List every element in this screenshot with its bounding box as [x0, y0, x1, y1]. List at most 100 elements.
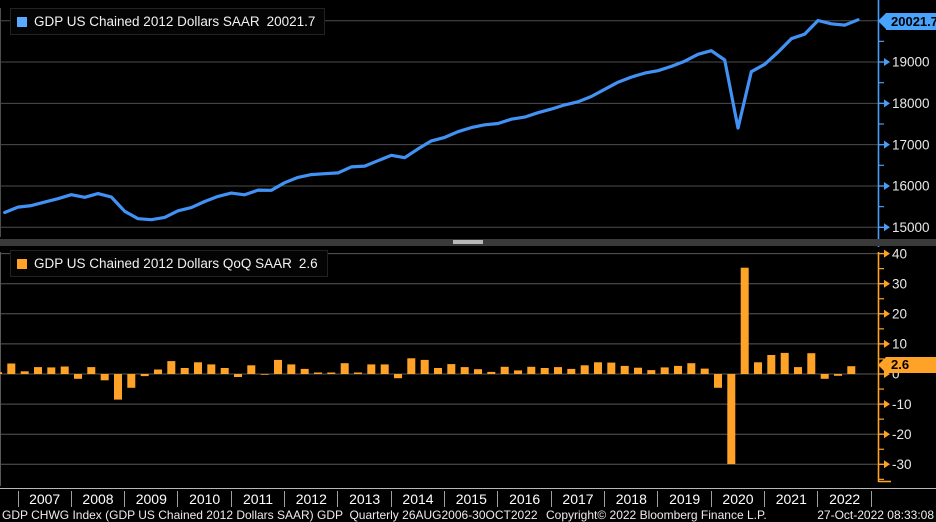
x-axis-year-label: 2016: [509, 491, 541, 507]
last-value-gdp: 20021.7: [891, 14, 936, 29]
qoq-bar: [420, 359, 429, 374]
qoq-bar: [114, 374, 122, 400]
qoq-bar: [407, 358, 416, 374]
y-axis-tick-label: 15000: [892, 220, 930, 235]
x-axis-year-label: 2014: [402, 491, 434, 507]
axis-tick-arrow-icon: [884, 430, 890, 439]
x-axis-year-separator: [284, 491, 286, 507]
qoq-bar: [220, 368, 229, 374]
y-axis-tick-label: 19000: [892, 55, 930, 70]
axis-tick-arrow-icon: [884, 339, 890, 348]
x-axis-year-separator: [124, 491, 126, 507]
x-axis-year-label: 2012: [295, 491, 327, 507]
x-axis-year-separator: [710, 491, 712, 507]
qoq-bar: [87, 367, 96, 374]
security-description: GDP CHWG Index (GDP US Chained 2012 Doll…: [2, 508, 538, 522]
badge-notch-icon: [878, 357, 886, 373]
x-axis-year-separator: [390, 491, 392, 507]
qoq-bar: [794, 367, 802, 374]
axis-tick-arrow-icon: [884, 181, 890, 190]
y-axis-tick-label: 18000: [892, 96, 930, 111]
qoq-bar: [300, 368, 309, 374]
qoq-bar: [554, 367, 562, 374]
qoq-bar: [767, 355, 776, 374]
qoq-bar: [394, 374, 402, 379]
qoq-bar: [820, 374, 829, 379]
legend-gdp-level[interactable]: GDP US Chained 2012 Dollars SAAR 20021.7: [10, 8, 326, 35]
qoq-bar: [180, 368, 189, 374]
qoq-bar: [247, 365, 256, 374]
qoq-bar: [434, 368, 442, 374]
y-axis-tick-label: 17000: [892, 137, 930, 152]
qoq-bar: [60, 366, 69, 374]
x-axis-year-separator: [604, 491, 606, 507]
y-axis-tick-label: 10: [892, 337, 907, 352]
x-axis-year-label: 2017: [562, 491, 594, 507]
qoq-bar: [314, 372, 322, 374]
qoq-bar: [34, 367, 42, 374]
qoq-bar: [700, 368, 709, 374]
qoq-bar: [727, 374, 736, 464]
qoq-bar: [754, 362, 762, 374]
qoq-bar: [327, 372, 336, 374]
status-bar: GDP CHWG Index (GDP US Chained 2012 Doll…: [0, 508, 936, 522]
qoq-bar: [687, 363, 696, 374]
copyright-text: Copyright© 2022 Bloomberg Finance L.P.: [546, 508, 767, 522]
x-axis-year-separator: [764, 491, 766, 507]
qoq-bar: [807, 353, 816, 374]
qoq-bar: [514, 370, 522, 374]
x-axis-year-label: 2008: [82, 491, 114, 507]
timestamp: 27-Oct-2022 08:33:08: [817, 508, 934, 522]
qoq-bar: [234, 374, 242, 377]
y-axis-tick-label: -30: [892, 457, 912, 472]
qoq-bar: [780, 352, 789, 374]
qoq-bar: [674, 365, 682, 374]
qoq-bar: [527, 366, 536, 374]
last-value-qoq: 2.6: [891, 357, 910, 372]
badge-notch-icon: [878, 13, 886, 29]
qoq-bar: [634, 367, 642, 374]
qoq-bar: [834, 374, 842, 376]
qoq-bar: [127, 374, 136, 388]
x-axis-year-label: 2020: [722, 491, 754, 507]
x-axis-year-band: 2007 2008 2009 2010 2011 2012 2013 2014 2015 2016…: [0, 488, 936, 508]
qoq-bar: [260, 374, 269, 375]
qoq-bar: [100, 374, 109, 381]
x-axis-year-label: 2019: [669, 491, 701, 507]
x-axis-year-separator: [817, 491, 819, 507]
axis-tick-arrow-icon: [884, 309, 890, 318]
qoq-bar: [647, 370, 656, 374]
qoq-bar: [620, 365, 629, 374]
qoq-bar: [487, 371, 496, 374]
x-axis-year-label: 2022: [829, 491, 861, 507]
qoq-bar: [207, 364, 216, 374]
last-value-badge-gdp: 20021.7: [878, 13, 936, 30]
x-axis-year-separator: [230, 491, 232, 507]
qoq-bar: [367, 364, 376, 374]
legend-gdp-qoq-value: 2.6: [298, 256, 318, 271]
x-axis-year-label: 2015: [455, 491, 487, 507]
x-axis-year-separator: [17, 491, 19, 507]
panel-divider: [0, 239, 936, 246]
x-axis-year-label: 2018: [615, 491, 647, 507]
qoq-bar: [20, 371, 29, 374]
x-axis-year-separator: [444, 491, 446, 507]
x-axis-year-label: 2007: [29, 491, 61, 507]
x-axis-year-separator: [177, 491, 179, 507]
x-axis-year-label: 2013: [349, 491, 381, 507]
qoq-bar: [287, 364, 296, 374]
y-axis-tick-label: -10: [892, 397, 912, 412]
x-axis-year-label: 2009: [135, 491, 167, 507]
qoq-bar: [7, 363, 16, 374]
y-axis-tick-label: 20: [892, 307, 907, 322]
x-axis-year-label: 2010: [189, 491, 221, 507]
legend-gdp-qoq[interactable]: GDP US Chained 2012 Dollars QoQ SAAR 2.6: [10, 250, 328, 277]
qoq-bar: [0, 372, 2, 374]
x-axis-year-separator: [497, 491, 499, 507]
qoq-bar: [500, 366, 509, 374]
x-axis-year-separator: [870, 491, 872, 507]
qoq-bar: [474, 369, 482, 374]
panel-divider-grip-icon[interactable]: [453, 240, 483, 244]
